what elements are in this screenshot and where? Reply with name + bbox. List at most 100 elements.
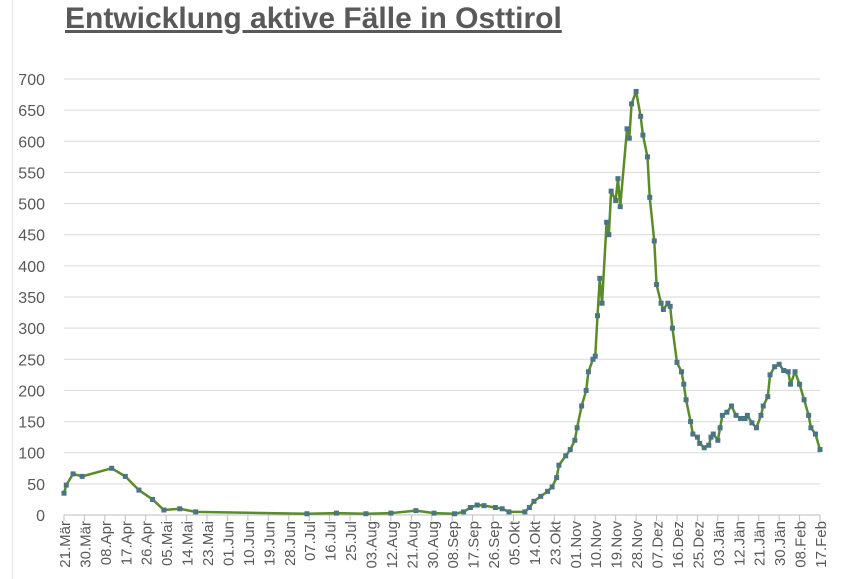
data-point <box>79 473 85 479</box>
x-tick-label: 05.Okt <box>507 520 524 565</box>
data-point <box>812 431 818 437</box>
data-point <box>660 306 666 312</box>
x-tick-label: 05.Mai <box>159 521 176 566</box>
x-tick-label: 10.Nov <box>588 521 605 569</box>
data-point <box>708 434 714 440</box>
data-point <box>719 412 725 418</box>
data-point <box>304 511 310 517</box>
data-point <box>481 503 487 509</box>
y-tick-label: 200 <box>18 383 45 400</box>
data-point <box>613 197 619 203</box>
y-tick-label: 450 <box>18 228 45 245</box>
data-point <box>526 505 532 511</box>
data-point <box>688 419 694 425</box>
x-tick-label: 28.Nov <box>629 521 646 569</box>
data-point <box>760 403 766 409</box>
data-point <box>706 442 712 448</box>
data-point <box>724 409 730 415</box>
data-point <box>556 462 562 468</box>
data-point <box>572 437 578 443</box>
data-point <box>772 364 778 370</box>
data-point <box>506 509 512 515</box>
y-tick-label: 500 <box>18 197 45 214</box>
x-tick-label: 21.Mär <box>57 521 74 568</box>
y-tick-label: 250 <box>18 352 45 369</box>
data-point <box>808 425 814 431</box>
y-tick-label: 300 <box>18 321 45 338</box>
data-point <box>801 397 807 403</box>
data-point <box>585 369 591 375</box>
data-point <box>563 453 569 459</box>
data-point <box>797 381 803 387</box>
data-point <box>629 101 635 107</box>
x-tick-label: 23.Mai <box>200 521 217 566</box>
data-point <box>333 510 339 516</box>
data-point <box>665 300 671 306</box>
data-point <box>522 509 528 515</box>
data-point <box>667 303 673 309</box>
data-point <box>608 188 614 194</box>
data-point <box>640 132 646 138</box>
data-point <box>606 232 612 238</box>
data-point <box>363 511 369 517</box>
data-point <box>742 415 748 421</box>
data-point <box>644 154 650 160</box>
data-point <box>806 412 812 418</box>
data-point <box>674 359 680 365</box>
x-tick-label: 21.Aug <box>404 521 421 569</box>
data-point <box>758 412 764 418</box>
data-point <box>161 507 167 513</box>
data-point <box>654 282 660 288</box>
x-tick-label: 12.Jän <box>731 521 748 566</box>
data-point <box>694 434 700 440</box>
data-point <box>701 445 707 451</box>
data-point <box>467 505 473 511</box>
data-point <box>136 487 142 493</box>
y-tick-label: 600 <box>18 134 45 151</box>
data-point <box>626 135 632 141</box>
data-point <box>776 361 782 367</box>
x-tick-label: 30.Mär <box>77 521 94 568</box>
data-point <box>647 194 653 200</box>
data-point <box>599 300 605 306</box>
data-point <box>617 204 623 210</box>
data-point <box>785 369 791 375</box>
data-point <box>388 510 394 516</box>
data-point <box>590 356 596 362</box>
x-tick-label: 25.Jul <box>343 521 360 561</box>
data-point <box>781 367 787 373</box>
data-point <box>697 440 703 446</box>
data-point <box>150 496 156 502</box>
data-point <box>193 509 199 515</box>
data-point <box>728 403 734 409</box>
data-point <box>604 219 610 225</box>
x-tick-label: 28.Jun <box>282 521 299 566</box>
series-line <box>62 90 822 516</box>
data-point <box>492 505 498 511</box>
data-point <box>683 397 689 403</box>
data-point <box>658 300 664 306</box>
y-tick-label: 150 <box>18 415 45 432</box>
x-tick-label: 26.Sep <box>486 521 503 569</box>
data-point <box>595 313 601 319</box>
x-tick-label: 23.Okt <box>547 520 564 565</box>
data-point <box>765 394 771 400</box>
data-point <box>545 488 551 494</box>
x-tick-label: 14.Okt <box>527 520 544 565</box>
data-point <box>738 415 744 421</box>
data-point <box>499 506 505 512</box>
data-point <box>679 369 685 375</box>
y-tick-label: 650 <box>18 103 45 120</box>
data-point <box>749 420 755 426</box>
y-tick-label: 50 <box>27 477 45 494</box>
data-point <box>567 447 573 453</box>
x-tick-label: 25.Dez <box>690 521 707 569</box>
x-tick-label: 21.Jän <box>752 521 769 566</box>
data-point <box>431 510 437 516</box>
x-tick-label: 17.Sep <box>466 521 483 569</box>
x-tick-label: 08.Feb <box>793 521 810 568</box>
data-point <box>690 431 696 437</box>
data-point <box>615 176 621 182</box>
data-point <box>579 403 585 409</box>
